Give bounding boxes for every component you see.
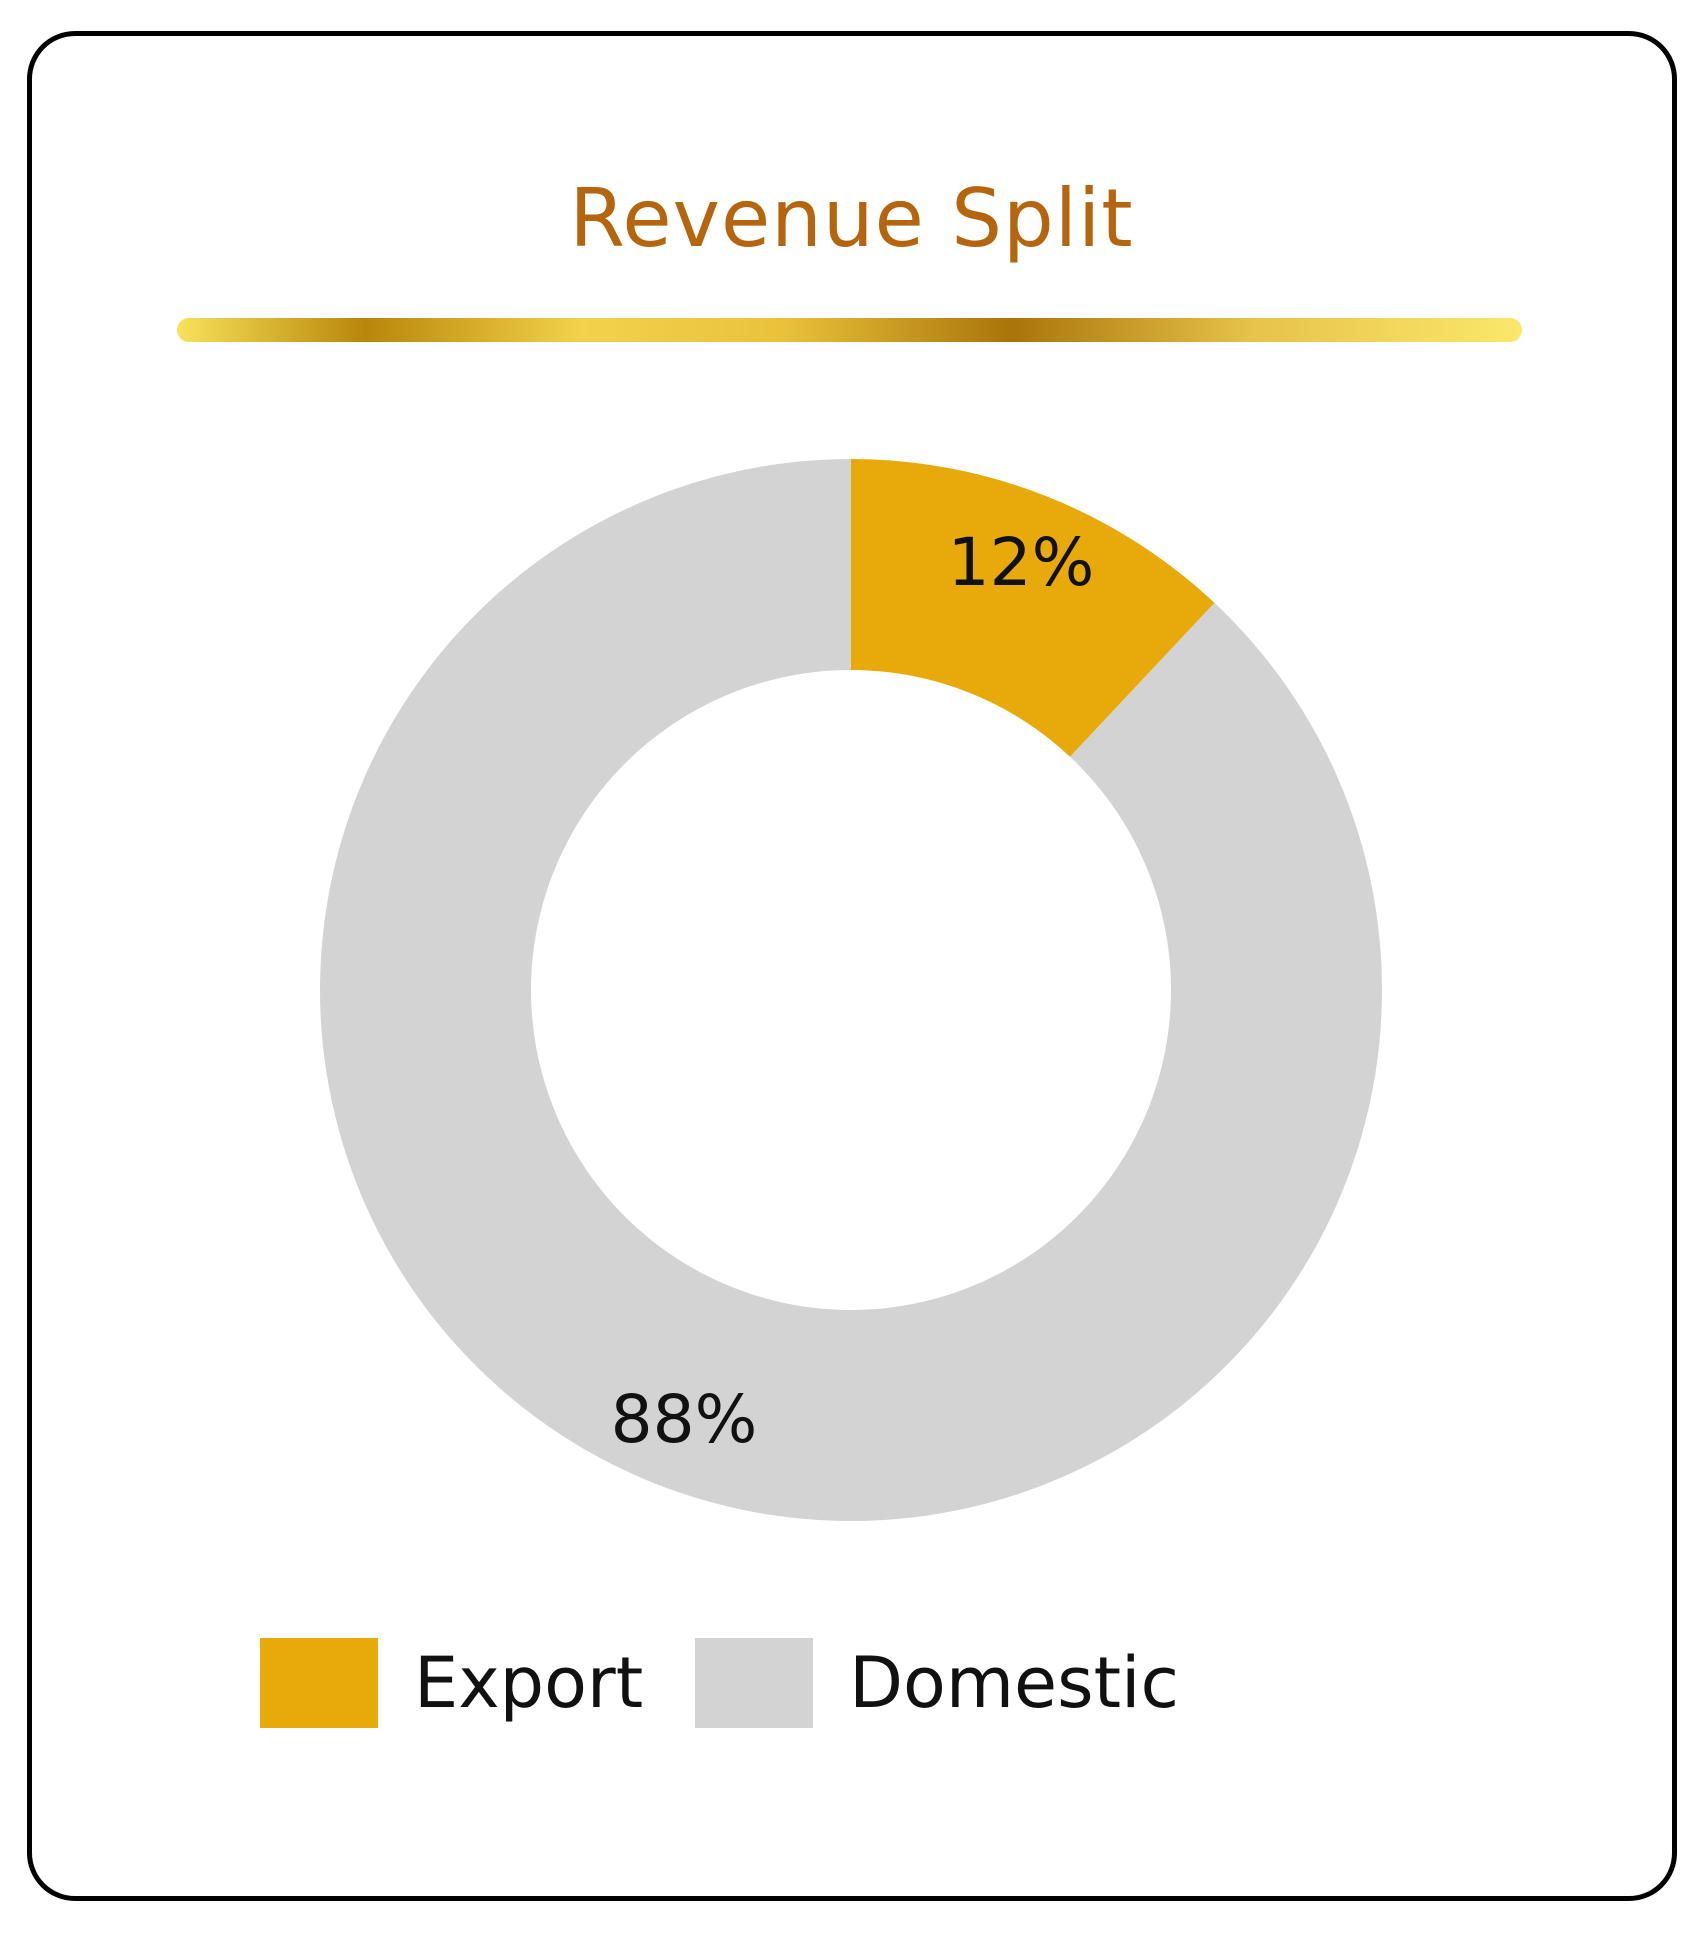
data-label-export: 12% bbox=[948, 524, 1095, 601]
slice-domestic bbox=[319, 459, 1382, 1521]
data-label-domestic: 88% bbox=[611, 1381, 758, 1458]
legend-label-export: Export bbox=[414, 1642, 644, 1724]
chart-card bbox=[27, 31, 1677, 1901]
chart-title: Revenue Split bbox=[569, 172, 1134, 265]
legend: Export Domestic bbox=[260, 1638, 1231, 1728]
legend-swatch-export bbox=[260, 1638, 378, 1728]
slice-export bbox=[851, 459, 1215, 757]
title-divider bbox=[177, 318, 1522, 342]
legend-swatch-domestic bbox=[695, 1638, 814, 1728]
legend-label-domestic: Domestic bbox=[849, 1642, 1179, 1724]
